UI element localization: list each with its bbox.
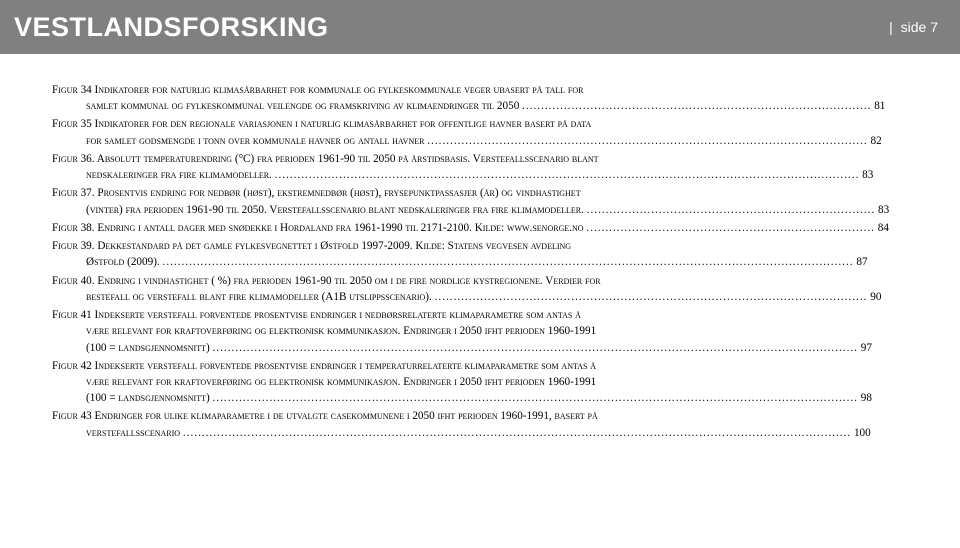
toc-entry: Figur 41 Indekserte verstefall forvented…: [52, 307, 908, 356]
toc-entry: Figur 42 Indekserte verstefall forvented…: [52, 358, 908, 407]
page-separator: |: [889, 19, 893, 35]
page-label: side 7: [901, 19, 938, 35]
page-indicator: | side 7: [889, 19, 938, 35]
toc-entry: Figur 40. Endring i vindhastighet ( %) f…: [52, 273, 908, 305]
header-bar: VESTLANDSFORSKING | side 7: [0, 0, 960, 54]
logo-text: VESTLANDSFORSKING: [14, 12, 329, 43]
toc-entry: Figur 43 Endringer for ulike klimaparame…: [52, 408, 908, 440]
toc-entry: Figur 34 Indikatorer for naturlig klimas…: [52, 82, 908, 114]
toc-entry: Figur 39. Dekkestandard på det gamle fyl…: [52, 238, 908, 270]
toc-entry: Figur 36. Absolutt temperaturendring (°C…: [52, 151, 908, 183]
toc-entry: Figur 38. Endring i antall dager med snø…: [52, 220, 908, 236]
toc-content: Figur 34 Indikatorer for naturlig klimas…: [0, 54, 960, 455]
toc-entry: Figur 37. Prosentvis endring for nedbør …: [52, 185, 908, 217]
toc-entry: Figur 35 Indikatorer for den regionale v…: [52, 116, 908, 148]
